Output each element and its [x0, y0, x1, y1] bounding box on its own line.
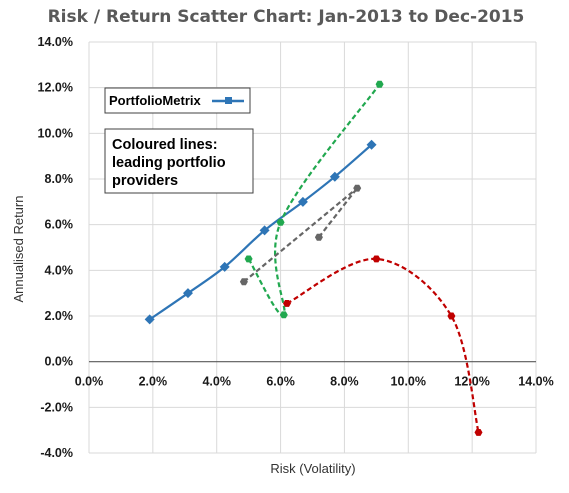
- legend-marker-portfoliometrix: [225, 97, 232, 104]
- x-tick-label: 2.0%: [139, 375, 168, 389]
- data-point: [366, 139, 377, 150]
- x-tick-label: 12.0%: [454, 375, 489, 389]
- series-0: [144, 139, 377, 325]
- x-tick-label: 14.0%: [518, 375, 553, 389]
- legend-label-portfoliometrix: PortfolioMetrix: [109, 93, 201, 108]
- series-line: [247, 83, 381, 316]
- annotation-line-1: Coloured lines:: [112, 137, 218, 153]
- y-tick-label: 12.0%: [38, 81, 73, 95]
- series-2: [283, 255, 483, 436]
- legend: PortfolioMetrix: [104, 87, 251, 114]
- x-tick-label: 6.0%: [266, 375, 295, 389]
- y-tick-label: 14.0%: [38, 35, 73, 49]
- y-tick-label: 6.0%: [45, 218, 74, 232]
- x-axis-label: Risk (Volatility): [270, 461, 355, 476]
- series-line-segment: [318, 187, 359, 238]
- series-line: [286, 257, 480, 433]
- y-tick-label: 8.0%: [45, 172, 74, 186]
- data-point: [329, 171, 340, 182]
- annotation-box: Coloured lines: leading portfolio provid…: [104, 128, 254, 194]
- x-tick-label: 0.0%: [75, 375, 104, 389]
- data-point: [244, 255, 253, 263]
- data-point: [372, 255, 381, 263]
- data-point: [353, 184, 362, 192]
- data-point: [474, 429, 483, 436]
- data-series: [144, 80, 483, 436]
- annotation-frame: [104, 128, 254, 194]
- x-tick-label: 10.0%: [391, 375, 426, 389]
- y-axis-label: Annualised Return: [11, 196, 26, 303]
- series-3: [239, 184, 362, 286]
- tick-labels: 0.0% 2.0% 4.0% 6.0% 8.0% 10.0% 12.0% 14.0% -4.0%…: [38, 35, 554, 460]
- y-tick-label: 2.0%: [45, 309, 74, 323]
- y-tick-label: 0.0%: [45, 355, 74, 369]
- data-point: [297, 196, 308, 207]
- data-point: [219, 261, 230, 272]
- chart-title: Risk / Return Scatter Chart: Jan-2013 to…: [48, 7, 525, 27]
- x-tick-label: 8.0%: [330, 375, 359, 389]
- series-line-segment: [243, 187, 358, 283]
- data-point: [239, 278, 248, 286]
- data-point: [447, 312, 456, 320]
- data-point: [259, 225, 270, 236]
- x-tick-label: 4.0%: [202, 375, 231, 389]
- y-tick-label: -2.0%: [40, 400, 73, 414]
- y-tick-label: -4.0%: [40, 446, 73, 460]
- y-tick-label: 10.0%: [38, 126, 73, 140]
- data-point: [283, 300, 291, 307]
- y-tick-label: 4.0%: [45, 263, 74, 277]
- series-1: [244, 80, 384, 319]
- annotation-line-3: providers: [112, 173, 178, 189]
- data-point: [182, 288, 193, 299]
- data-point: [279, 311, 288, 319]
- data-point: [314, 233, 323, 241]
- data-point: [276, 218, 285, 226]
- data-point: [375, 80, 384, 88]
- annotation-line-2: leading portfolio: [112, 155, 226, 171]
- data-point: [144, 314, 155, 325]
